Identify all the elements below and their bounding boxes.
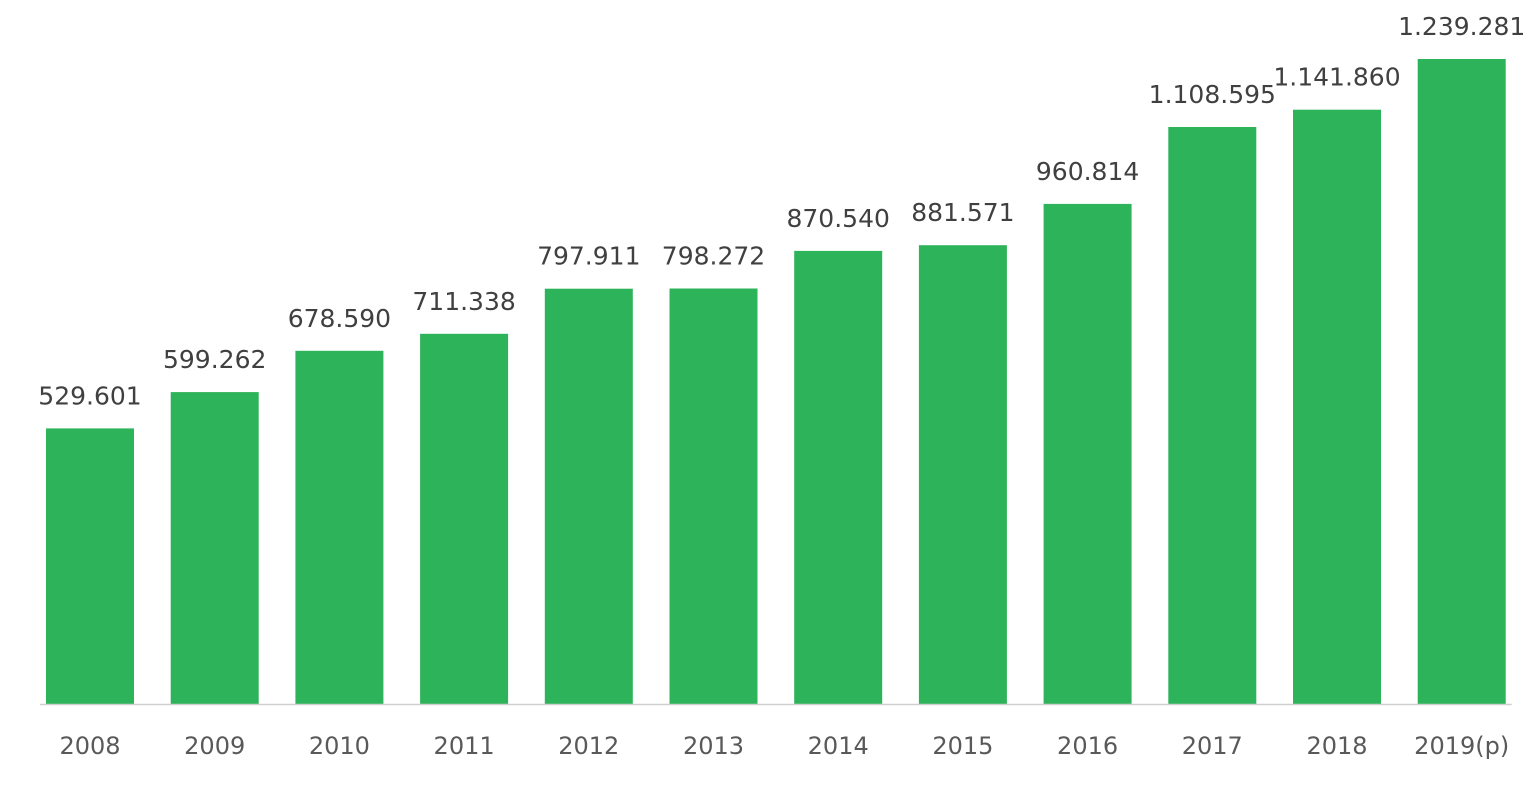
bars-group — [46, 59, 1506, 704]
data-label-2008: 529.601 — [38, 381, 141, 410]
x-tick-label-2016: 2016 — [1057, 732, 1118, 760]
x-tick-label-2008: 2008 — [59, 732, 120, 760]
x-tick-label-2010: 2010 — [309, 732, 370, 760]
bar-2013 — [669, 288, 758, 704]
bar-2014 — [794, 250, 883, 704]
bar-2015 — [918, 245, 1007, 704]
data-label-2017: 1.108.595 — [1149, 80, 1276, 109]
x-tick-label-2019(p): 2019(p) — [1414, 732, 1509, 760]
x-tick-label-2011: 2011 — [434, 732, 495, 760]
x-tick-label-2009: 2009 — [184, 732, 245, 760]
bar-2010 — [295, 350, 384, 704]
data-label-2014: 870.540 — [787, 204, 890, 233]
x-tick-label-2014: 2014 — [808, 732, 869, 760]
data-label-2013: 798.272 — [662, 242, 765, 271]
data-label-2009: 599.262 — [163, 345, 266, 374]
x-tick-label-2012: 2012 — [558, 732, 619, 760]
data-label-2010: 678.590 — [288, 304, 391, 333]
bar-2018 — [1293, 109, 1381, 704]
data-label-2018: 1.141.860 — [1273, 63, 1400, 92]
x-tick-labels-group: 2008 2009 2010 2011 2012 2013 2014 2015 2016 2017… — [59, 732, 1509, 760]
data-label-2016: 960.814 — [1036, 157, 1139, 186]
x-tick-label-2013: 2013 — [683, 732, 744, 760]
x-tick-label-2015: 2015 — [932, 732, 993, 760]
data-label-2011: 711.338 — [412, 287, 515, 316]
bar-2011 — [420, 333, 509, 704]
bar-2016 — [1043, 203, 1132, 704]
value-labels-group: 529.601 599.262 678.590 711.338 797.911 798.2… — [38, 12, 1525, 410]
bar-2008 — [46, 428, 134, 704]
bar-2019(p) — [1417, 59, 1506, 704]
data-label-2019(p): 1.239.281 — [1398, 12, 1525, 41]
x-tick-label-2018: 2018 — [1306, 732, 1367, 760]
data-label-2012: 797.911 — [537, 242, 640, 271]
bar-2009 — [170, 392, 259, 704]
x-tick-label-2017: 2017 — [1182, 732, 1243, 760]
bar-2017 — [1168, 127, 1257, 704]
data-label-2015: 881.571 — [911, 198, 1014, 227]
bar-2012 — [544, 288, 633, 704]
